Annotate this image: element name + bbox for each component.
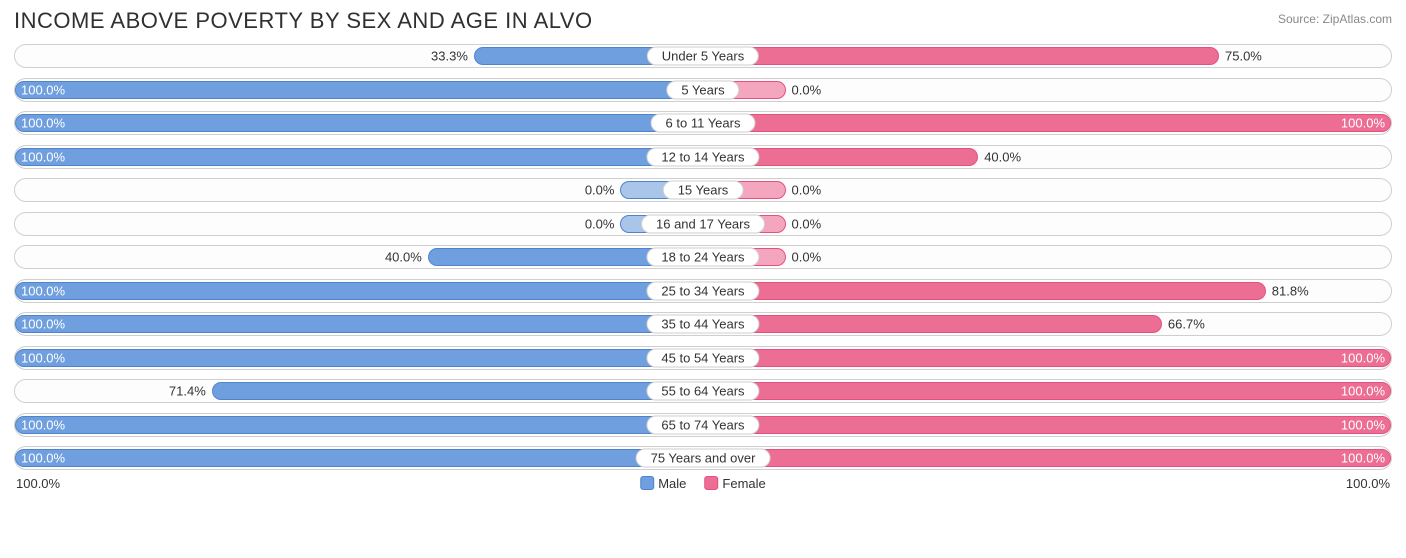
- chart-row: 100.0% 100.0% 6 to 11 Years: [14, 111, 1392, 135]
- age-label: 55 to 64 Years: [646, 382, 759, 401]
- age-label: 18 to 24 Years: [646, 248, 759, 267]
- female-value: 40.0%: [984, 149, 1021, 164]
- female-value: 75.0%: [1225, 49, 1262, 64]
- female-value: 81.8%: [1272, 283, 1309, 298]
- age-label: 45 to 54 Years: [646, 348, 759, 367]
- male-bar: [15, 416, 703, 434]
- age-label: 75 Years and over: [636, 449, 771, 468]
- male-value: 71.4%: [169, 384, 206, 399]
- chart-row: 100.0% 40.0% 12 to 14 Years: [14, 145, 1392, 169]
- female-value: 100.0%: [1341, 417, 1385, 432]
- chart-row: 100.0% 81.8% 25 to 34 Years: [14, 279, 1392, 303]
- axis-left-label: 100.0%: [16, 476, 60, 491]
- male-value: 100.0%: [21, 116, 65, 131]
- age-label: 25 to 34 Years: [646, 281, 759, 300]
- female-bar: [703, 416, 1391, 434]
- chart-row: 0.0% 0.0% 16 and 17 Years: [14, 212, 1392, 236]
- male-value: 33.3%: [431, 49, 468, 64]
- chart-row: 40.0% 0.0% 18 to 24 Years: [14, 245, 1392, 269]
- age-label: 6 to 11 Years: [651, 114, 756, 133]
- legend: Male Female: [640, 476, 766, 491]
- male-value: 100.0%: [21, 317, 65, 332]
- legend-male: Male: [640, 476, 686, 491]
- chart-row: 100.0% 100.0% 65 to 74 Years: [14, 413, 1392, 437]
- legend-female: Female: [704, 476, 765, 491]
- chart-row: 100.0% 0.0% 5 Years: [14, 78, 1392, 102]
- chart-row: 100.0% 100.0% 75 Years and over: [14, 446, 1392, 470]
- male-value: 0.0%: [585, 216, 615, 231]
- female-value: 100.0%: [1341, 384, 1385, 399]
- male-swatch-icon: [640, 476, 654, 490]
- male-bar: [15, 349, 703, 367]
- male-value: 40.0%: [385, 250, 422, 265]
- x-axis: 100.0% Male Female 100.0%: [14, 476, 1392, 496]
- male-value: 100.0%: [21, 451, 65, 466]
- chart-row: 33.3% 75.0% Under 5 Years: [14, 44, 1392, 68]
- male-bar: [15, 315, 703, 333]
- male-bar: [212, 382, 703, 400]
- female-bar: [703, 349, 1391, 367]
- chart-row: 71.4% 100.0% 55 to 64 Years: [14, 379, 1392, 403]
- age-label: 12 to 14 Years: [646, 147, 759, 166]
- male-bar: [15, 449, 703, 467]
- female-value: 100.0%: [1341, 451, 1385, 466]
- male-bar: [15, 148, 703, 166]
- male-bar: [15, 114, 703, 132]
- chart-row: 100.0% 100.0% 45 to 54 Years: [14, 346, 1392, 370]
- female-value: 0.0%: [792, 216, 822, 231]
- female-bar: [703, 382, 1391, 400]
- age-label: 16 and 17 Years: [641, 214, 765, 233]
- butterfly-chart: 33.3% 75.0% Under 5 Years 100.0% 0.0% 5 Years…: [14, 44, 1392, 470]
- male-value: 0.0%: [585, 183, 615, 198]
- female-bar: [703, 315, 1162, 333]
- male-bar: [15, 282, 703, 300]
- male-bar: [15, 81, 703, 99]
- female-value: 0.0%: [792, 82, 822, 97]
- female-bar: [703, 114, 1391, 132]
- age-label: 65 to 74 Years: [646, 415, 759, 434]
- age-label: 5 Years: [666, 80, 739, 99]
- female-bar: [703, 47, 1219, 65]
- female-value: 100.0%: [1341, 350, 1385, 365]
- age-label: 35 to 44 Years: [646, 315, 759, 334]
- chart-title: INCOME ABOVE POVERTY BY SEX AND AGE IN A…: [14, 8, 593, 34]
- legend-male-label: Male: [658, 476, 686, 491]
- legend-female-label: Female: [722, 476, 765, 491]
- female-value: 66.7%: [1168, 317, 1205, 332]
- female-value: 0.0%: [792, 183, 822, 198]
- chart-row: 100.0% 66.7% 35 to 44 Years: [14, 312, 1392, 336]
- male-value: 100.0%: [21, 149, 65, 164]
- age-label: Under 5 Years: [647, 47, 759, 66]
- female-bar: [703, 449, 1391, 467]
- chart-row: 0.0% 0.0% 15 Years: [14, 178, 1392, 202]
- age-label: 15 Years: [663, 181, 744, 200]
- male-value: 100.0%: [21, 283, 65, 298]
- male-value: 100.0%: [21, 417, 65, 432]
- female-value: 0.0%: [792, 250, 822, 265]
- male-value: 100.0%: [21, 350, 65, 365]
- female-swatch-icon: [704, 476, 718, 490]
- male-value: 100.0%: [21, 82, 65, 97]
- female-value: 100.0%: [1341, 116, 1385, 131]
- female-bar: [703, 282, 1266, 300]
- chart-source: Source: ZipAtlas.com: [1278, 12, 1392, 26]
- axis-right-label: 100.0%: [1346, 476, 1390, 491]
